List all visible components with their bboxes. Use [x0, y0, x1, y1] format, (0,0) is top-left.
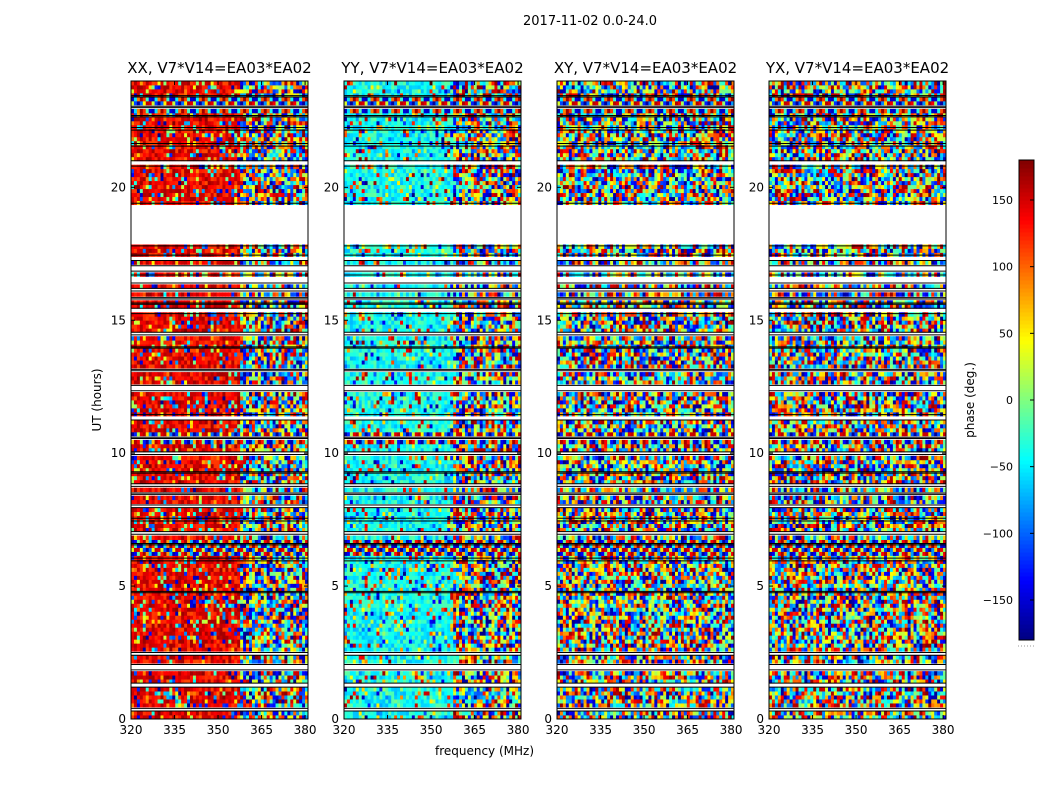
heatmap-image [769, 81, 946, 719]
colorbar-tick-label: −100 [983, 527, 1013, 540]
x-tick-label: 380 [507, 723, 530, 737]
figure-title: 2017-11-02 0.0-24.0 [0, 14, 1050, 29]
x-tick-label: 365 [463, 723, 486, 737]
y-tick-label: 0 [331, 712, 339, 726]
x-tick-label: 380 [932, 723, 955, 737]
axes-frame [343, 80, 522, 720]
y-tick-label: 20 [749, 180, 764, 194]
heatmap-image [131, 81, 308, 719]
x-tick-label: 350 [420, 723, 443, 737]
y-tick-label: 0 [544, 712, 552, 726]
panel-title: YY, V7*V14=EA03*EA02 [340, 59, 523, 77]
x-tick-label: 320 [546, 723, 569, 737]
y-tick-label: 5 [118, 579, 126, 593]
x-tick-label: 335 [376, 723, 399, 737]
panel-2: YY, V7*V14=EA03*EA02 320 335 350 365 380 0 5 10 1… [324, 59, 534, 758]
y-tick-label: 10 [111, 446, 126, 460]
y-tick-label: 20 [537, 180, 552, 194]
y-tick-label: 15 [111, 313, 126, 327]
x-axis-label: frequency (MHz) [435, 744, 534, 758]
colorbar-tick-label: 150 [992, 194, 1013, 207]
y-tick-label: 0 [756, 712, 764, 726]
axes-frame [768, 80, 947, 720]
x-tick-label: 365 [888, 723, 911, 737]
y-tick-label: 15 [537, 313, 552, 327]
heatmap-image [344, 81, 521, 719]
colorbar-tick-label: 50 [999, 327, 1013, 340]
colorbar-tick-label: −150 [983, 594, 1013, 607]
x-tick-label: 350 [633, 723, 656, 737]
y-tick-label: 10 [537, 446, 552, 460]
x-tick-label: 350 [845, 723, 868, 737]
x-tick-label: 335 [801, 723, 824, 737]
x-tick-label: 335 [163, 723, 186, 737]
panel-title: XY, V7*V14=EA03*EA02 [554, 59, 737, 77]
heatmap-image [557, 81, 734, 719]
colorbar-tick-label: 100 [992, 261, 1013, 274]
x-tick-label: 365 [676, 723, 699, 737]
panel-1: XX, V7*V14=EA03*EA02 320 335 350 365 380 0 5 10 1… [90, 59, 317, 737]
x-tick-label: 350 [207, 723, 230, 737]
x-tick-label: 320 [333, 723, 356, 737]
x-tick-label: 365 [250, 723, 273, 737]
axes-frame [556, 80, 735, 720]
x-tick-label: 380 [294, 723, 317, 737]
y-tick-label: 20 [111, 180, 126, 194]
y-tick-label: 5 [756, 579, 764, 593]
x-tick-label: 335 [589, 723, 612, 737]
y-axis-label: UT (hours) [90, 368, 104, 431]
panel-3: XY, V7*V14=EA03*EA02 320 335 350 365 380 0 5 10 1… [537, 59, 743, 737]
y-tick-label: 5 [331, 579, 339, 593]
x-tick-label: 380 [720, 723, 743, 737]
y-tick-label: 10 [749, 446, 764, 460]
panel-title: XX, V7*V14=EA03*EA02 [127, 59, 311, 77]
y-tick-label: 5 [544, 579, 552, 593]
y-tick-label: 15 [324, 313, 339, 327]
colorbar-label: phase (deg.) [963, 362, 977, 438]
colorbar-tick-label: −50 [990, 461, 1013, 474]
x-tick-label: 320 [758, 723, 781, 737]
y-tick-label: 0 [118, 712, 126, 726]
y-tick-label: 10 [324, 446, 339, 460]
panel-title: YX, V7*V14=EA03*EA02 [765, 59, 949, 77]
y-tick-label: 15 [749, 313, 764, 327]
colorbar-tick-label: 0 [1006, 394, 1013, 407]
y-tick-label: 20 [324, 180, 339, 194]
panel-4: YX, V7*V14=EA03*EA02 320 335 350 365 380 0 5 10 1… [749, 59, 955, 737]
colorbar: 150 100 50 0 −50 −100 −150 phase (deg.) [963, 159, 1035, 647]
x-tick-label: 320 [120, 723, 143, 737]
axes-frame [130, 80, 309, 720]
